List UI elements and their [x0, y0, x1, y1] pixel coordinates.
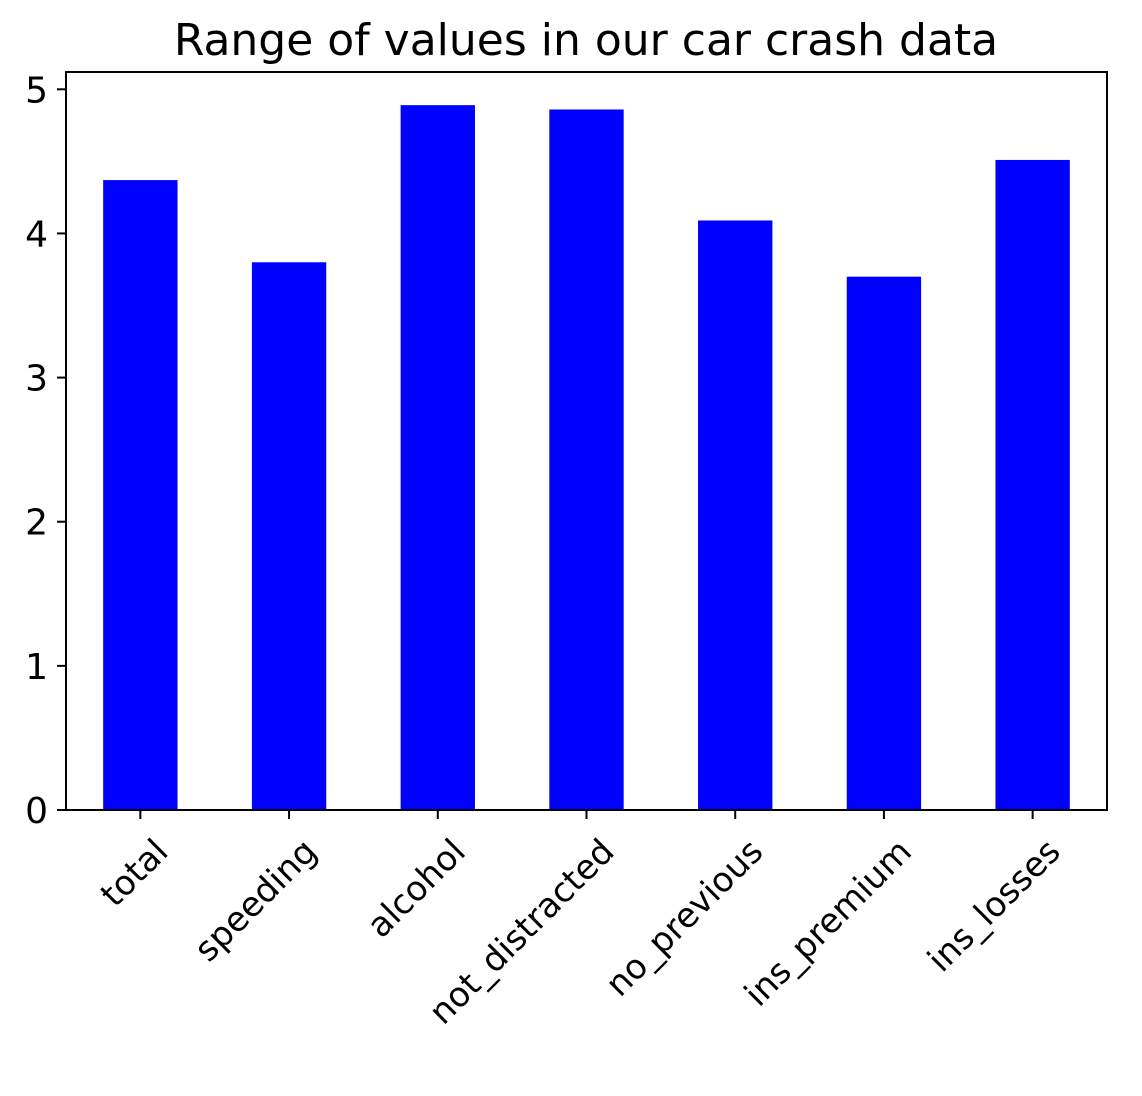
y-tick-label: 2 [25, 503, 48, 544]
y-tick-label: 0 [25, 791, 48, 832]
y-tick-label: 3 [25, 359, 48, 400]
plot-frame [65, 71, 1108, 811]
x-tick-label: total [93, 832, 176, 915]
bar-ins-premium [846, 276, 922, 810]
bars-layer [103, 105, 1070, 810]
y-tick-label: 4 [25, 214, 48, 255]
bar-no-previous [698, 220, 773, 810]
y-tick-label: 1 [25, 647, 48, 688]
bar-speeding [251, 262, 327, 810]
y-axis: 0 1 2 3 4 5 [25, 70, 66, 832]
x-tick-label: alcohol [359, 832, 473, 946]
x-tick-label: speeding [187, 832, 325, 970]
bar-not-distracted [549, 109, 624, 810]
bar-ins-losses [995, 159, 1070, 810]
x-axis: total speeding alcoholnot_distractedno_pre… [93, 810, 1069, 1032]
bar-total [103, 180, 178, 810]
bar-alcohol [400, 105, 475, 810]
chart-title: Range of values in our car crash data [174, 15, 998, 66]
y-tick-label: 5 [25, 70, 48, 111]
x-tick-label: ins_losses [920, 832, 1069, 981]
